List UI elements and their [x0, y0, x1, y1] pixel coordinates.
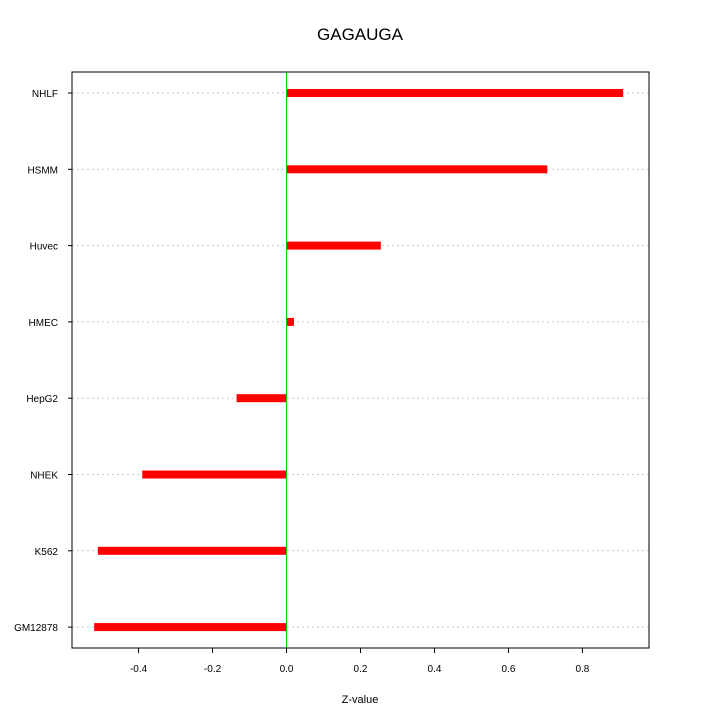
- bar: [286, 317, 294, 326]
- y-tick-label: NHEK: [30, 471, 58, 482]
- x-tick-label: 0.6: [501, 664, 515, 675]
- y-tick-label: HSMM: [27, 165, 58, 176]
- bar: [286, 241, 381, 250]
- bars: [94, 89, 624, 632]
- x-axis: -0.4 -0.2 0.0 0.2 0.4 0.6 0.8: [130, 648, 590, 675]
- bar: [236, 394, 287, 403]
- y-tick-label: Huvec: [30, 242, 58, 253]
- x-tick-label: -0.4: [130, 664, 148, 675]
- x-tick-label: 0.2: [354, 664, 368, 675]
- y-axis: NHLF HSMM Huvec HMEC HepG2 NHEK K562 GM12878: [14, 89, 72, 634]
- y-tick-label: HMEC: [29, 318, 58, 329]
- bar: [94, 623, 287, 632]
- chart-title: GAGAUGA: [317, 25, 404, 44]
- x-tick-label: 0.8: [575, 664, 589, 675]
- bar: [97, 546, 287, 555]
- x-tick-label: -0.2: [204, 664, 222, 675]
- plot-frame: [71, 71, 650, 649]
- y-tick-label: GM12878: [14, 623, 58, 634]
- bar: [142, 470, 287, 479]
- y-tick-label: HepG2: [26, 394, 58, 405]
- y-tick-label: K562: [35, 547, 59, 558]
- x-axis-label: Z-value: [342, 694, 379, 706]
- bar: [286, 165, 548, 174]
- y-tick-label: NHLF: [32, 89, 58, 100]
- x-tick-label: 0.4: [428, 664, 442, 675]
- x-tick-label: 0.0: [280, 664, 294, 675]
- bar: [286, 89, 624, 97]
